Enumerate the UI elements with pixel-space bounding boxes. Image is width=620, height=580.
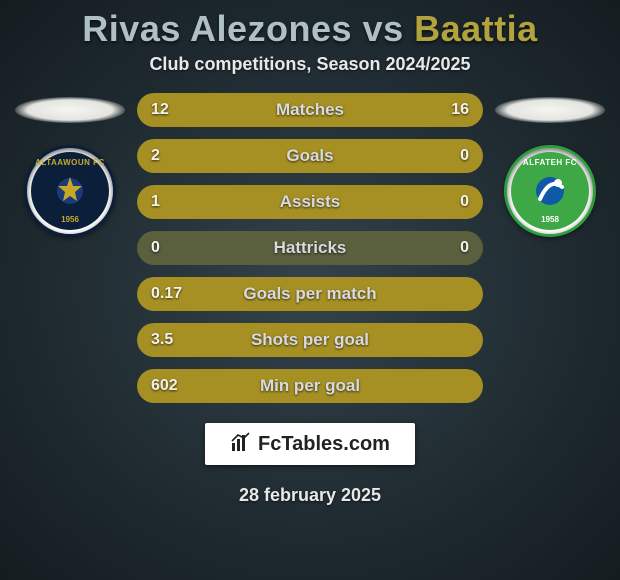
left-crest-year: 1956 <box>31 215 109 224</box>
footer-logo[interactable]: FcTables.com <box>205 423 415 465</box>
footer-logo-text: FcTables.com <box>258 433 390 456</box>
swoosh-ball-icon <box>528 169 572 213</box>
right-crest-name: ALFATEH FC <box>511 158 589 167</box>
stat-row: 0.17Goals per match <box>137 277 483 311</box>
stat-label: Matches <box>137 100 483 120</box>
flag-placeholder-left <box>15 97 125 123</box>
page-subtitle: Club competitions, Season 2024/2025 <box>0 54 620 93</box>
right-team-column: ALFATEH FC 1958 <box>495 93 605 237</box>
stat-row: 12Matches16 <box>137 93 483 127</box>
stat-label: Shots per goal <box>137 330 483 350</box>
main-comparison: ALTAAWOUN FC 1956 12Matches16 2Goals0 1Ass… <box>0 93 620 403</box>
left-team-column: ALTAAWOUN FC 1956 <box>15 93 125 237</box>
stat-row: 2Goals0 <box>137 139 483 173</box>
stat-row: 0Hattricks0 <box>137 231 483 265</box>
right-crest-year: 1958 <box>511 215 589 224</box>
flag-placeholder-right <box>495 97 605 123</box>
stat-row: 602Min per goal <box>137 369 483 403</box>
stat-label: Goals per match <box>137 284 483 304</box>
stat-label: Hattricks <box>137 238 483 258</box>
chart-icon <box>230 431 252 458</box>
left-team-crest: ALTAAWOUN FC 1956 <box>24 145 116 237</box>
page-title: Rivas Alezones vs Baattia <box>0 0 620 54</box>
stat-label: Assists <box>137 192 483 212</box>
stat-row: 3.5Shots per goal <box>137 323 483 357</box>
stat-row: 1Assists0 <box>137 185 483 219</box>
stat-label: Min per goal <box>137 376 483 396</box>
stat-label: Goals <box>137 146 483 166</box>
title-vs: vs <box>363 8 415 49</box>
title-left: Rivas Alezones <box>82 8 352 49</box>
right-team-crest: ALFATEH FC 1958 <box>504 145 596 237</box>
stats-container: 12Matches16 2Goals0 1Assists0 0Hattricks0 0.… <box>137 93 483 403</box>
star-ball-icon <box>48 169 92 213</box>
left-crest-name: ALTAAWOUN FC <box>31 158 109 167</box>
title-right: Baattia <box>414 8 538 49</box>
footer-date: 28 february 2025 <box>0 485 620 506</box>
